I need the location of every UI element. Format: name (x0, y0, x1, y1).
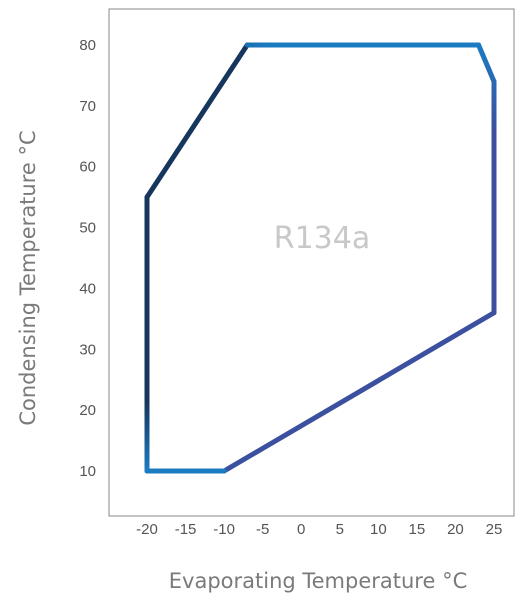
envelope-vertex (145, 195, 150, 200)
plot-frame (108, 8, 515, 517)
y-tick-label: 80 (79, 37, 96, 54)
x-tick-label: 25 (486, 521, 503, 538)
x-tick-label: -15 (175, 521, 197, 538)
y-tick-label: 40 (79, 280, 96, 297)
x-tick-label: -10 (213, 521, 235, 538)
x-tick-labels: -20 -15 -10 -5 0 5 10 15 20 25 (136, 521, 502, 538)
x-tick-label: 0 (297, 521, 305, 538)
envelope-vertex (476, 43, 481, 48)
y-tick-label: 30 (79, 341, 96, 358)
y-axis-title: Condensing Temperature °C (16, 130, 40, 425)
envelope-vertex (222, 469, 227, 474)
envelope-series (144, 42, 497, 474)
envelope-vertex (145, 469, 150, 474)
y-tick-label: 20 (79, 402, 96, 419)
envelope-segment (476, 42, 497, 85)
x-tick-label: 10 (370, 521, 387, 538)
x-tick-label: 5 (336, 521, 344, 538)
y-tick-label: 50 (79, 220, 96, 237)
y-tick-label: 60 (79, 159, 96, 176)
envelope-vertex (492, 310, 497, 315)
refrigerant-annotation: R134a (274, 221, 371, 256)
envelope-segment (221, 310, 497, 474)
x-tick-label: -20 (136, 521, 158, 538)
envelope-vertex (245, 43, 250, 48)
y-tick-label: 70 (79, 98, 96, 115)
x-axis-title: Evaporating Temperature °C (169, 569, 468, 593)
envelope-vertex (492, 79, 497, 84)
y-tick-label: 10 (79, 463, 96, 480)
envelope-segment (144, 42, 250, 200)
x-tick-label: 15 (409, 521, 426, 538)
y-tick-labels: 10 20 30 40 50 60 70 80 (79, 37, 96, 480)
x-tick-label: -5 (256, 521, 269, 538)
x-tick-label: 20 (447, 521, 464, 538)
